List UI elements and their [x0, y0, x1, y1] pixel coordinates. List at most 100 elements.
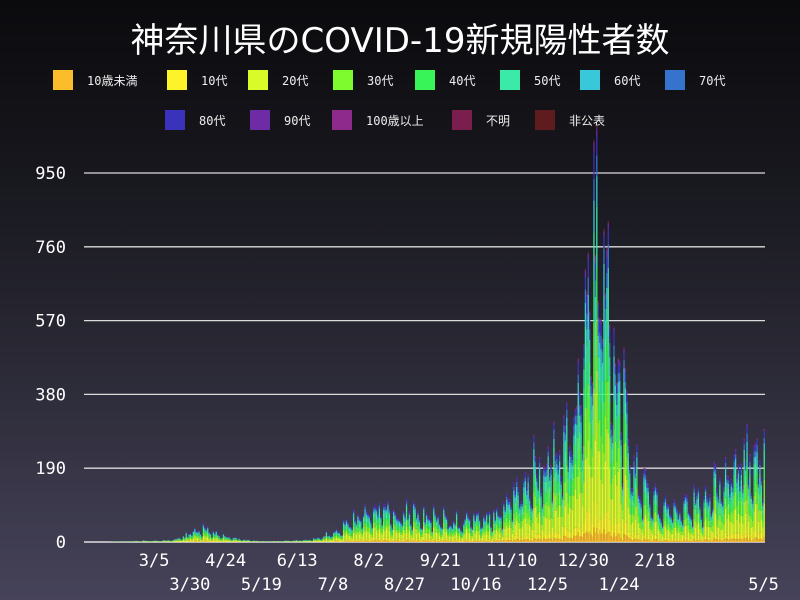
bar-segment [617, 533, 619, 542]
bar-segment [597, 356, 599, 382]
bar-segment [550, 474, 552, 481]
bar-segment [473, 529, 475, 539]
bar-segment [639, 502, 641, 506]
bar-segment [204, 527, 206, 530]
bar-segment [204, 529, 206, 530]
bar-segment [571, 480, 574, 495]
bar-segment [381, 523, 383, 525]
bar-segment [547, 474, 549, 489]
bar-segment [547, 451, 549, 457]
bar-segment [558, 455, 561, 462]
bar-segment [587, 533, 589, 542]
bar-segment [375, 511, 378, 514]
bar-segment [414, 507, 416, 510]
bar-segment [646, 479, 648, 481]
bar-segment [613, 331, 615, 346]
bar-segment [483, 515, 485, 518]
bar-segment [483, 518, 485, 522]
bar-segment [197, 531, 199, 533]
bar-segment [202, 527, 205, 531]
bar-segment [424, 526, 426, 530]
bar-segment [340, 539, 342, 542]
bar-segment [348, 528, 350, 531]
bar-segment [471, 528, 473, 530]
bar-segment [570, 495, 572, 509]
legend-swatch [165, 110, 185, 130]
bar-segment [461, 532, 463, 533]
bar-segment [517, 522, 519, 536]
bar-segment [185, 536, 187, 539]
bar-segment [470, 541, 472, 542]
bar-segment [460, 540, 462, 542]
bar-segment [487, 528, 489, 532]
bar-segment [610, 437, 612, 447]
bar-segment [191, 536, 193, 538]
bar-segment [468, 519, 471, 521]
bar-segment [496, 537, 498, 541]
bar-segment [381, 532, 383, 535]
bar-segment [561, 499, 564, 505]
bar-segment [360, 532, 362, 540]
bar-segment [394, 514, 396, 517]
bar-segment [647, 487, 649, 492]
bar-segment [405, 539, 408, 542]
bar-segment [187, 537, 189, 539]
bar-segment [524, 487, 526, 496]
bar-segment [417, 525, 419, 531]
bar-segment [471, 528, 473, 529]
bar-segment [440, 526, 442, 529]
bar-segment [348, 541, 350, 542]
bar-segment [507, 507, 509, 515]
bar-segment [217, 537, 219, 538]
bar-segment [516, 486, 518, 492]
bar-segment [527, 482, 529, 490]
bar-segment [458, 529, 461, 532]
bar-segment [569, 532, 571, 538]
bar-segment [531, 537, 534, 541]
bar-segment [198, 530, 200, 532]
bar-segment [335, 537, 338, 541]
bar-segment [543, 481, 545, 491]
bar-segment [420, 528, 422, 529]
bar-segment [647, 495, 649, 503]
bar-segment [380, 516, 382, 518]
bar-segment [637, 516, 639, 524]
bar-segment [531, 508, 534, 511]
bar-segment [601, 521, 604, 534]
bar-segment [383, 505, 385, 508]
bar-segment [623, 534, 625, 542]
bar-segment [508, 501, 511, 505]
bar-segment [438, 523, 441, 525]
bar-segment [596, 319, 598, 371]
bar-segment [454, 524, 456, 526]
bar-segment [517, 514, 519, 523]
bar-segment [458, 526, 461, 528]
bar-segment [377, 517, 379, 520]
bar-segment [454, 539, 456, 541]
bar-segment [224, 541, 226, 542]
bar-segment [603, 231, 605, 237]
bar-segment [524, 517, 526, 537]
bar-segment [563, 425, 565, 432]
bar-segment [194, 528, 196, 530]
bar-segment [501, 540, 504, 542]
bar-segment [367, 512, 369, 514]
bar-segment [384, 540, 386, 542]
bar-segment [600, 319, 602, 325]
bar-segment [398, 538, 401, 541]
bar-segment [198, 531, 200, 533]
bar-segment [332, 536, 335, 539]
bar-segment [616, 383, 618, 387]
bar-segment [550, 532, 552, 539]
bar-segment [526, 504, 528, 513]
bar-segment [490, 525, 492, 527]
bar-segment [192, 538, 195, 542]
bar-segment [415, 525, 418, 529]
bar-segment [195, 532, 197, 534]
bar-segment [441, 528, 443, 530]
bar-segment [646, 508, 648, 519]
bar-segment [209, 539, 212, 541]
bar-segment [447, 541, 449, 542]
bar-segment [413, 526, 415, 538]
bar-segment [490, 530, 492, 534]
